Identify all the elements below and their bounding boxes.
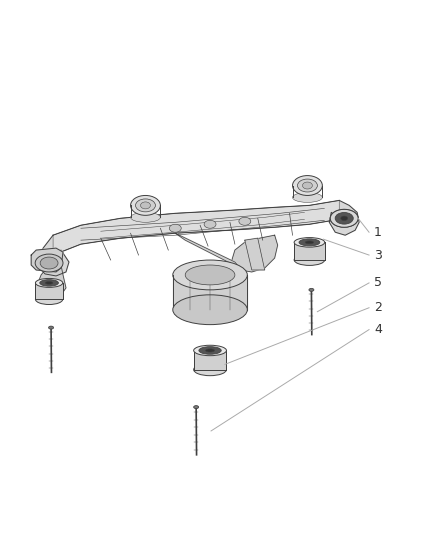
FancyBboxPatch shape — [194, 351, 226, 369]
FancyBboxPatch shape — [294, 243, 325, 260]
Polygon shape — [37, 255, 66, 300]
Polygon shape — [39, 235, 69, 276]
Ellipse shape — [35, 254, 63, 272]
Ellipse shape — [205, 349, 215, 352]
Ellipse shape — [194, 406, 198, 409]
Ellipse shape — [293, 175, 322, 196]
Ellipse shape — [309, 288, 314, 292]
FancyBboxPatch shape — [35, 283, 63, 300]
Ellipse shape — [40, 257, 58, 269]
Ellipse shape — [35, 294, 63, 304]
Text: 3: 3 — [374, 248, 382, 262]
Text: 5: 5 — [374, 277, 382, 289]
Ellipse shape — [49, 326, 53, 329]
Ellipse shape — [303, 182, 312, 189]
Ellipse shape — [299, 239, 320, 246]
Ellipse shape — [239, 217, 251, 225]
Ellipse shape — [185, 265, 235, 285]
Text: 2: 2 — [374, 301, 382, 314]
Ellipse shape — [173, 295, 247, 325]
Ellipse shape — [297, 179, 318, 192]
Polygon shape — [232, 235, 278, 272]
Ellipse shape — [330, 209, 358, 227]
Polygon shape — [31, 248, 63, 272]
Ellipse shape — [141, 202, 150, 209]
Ellipse shape — [46, 281, 53, 284]
Ellipse shape — [335, 212, 353, 224]
Ellipse shape — [294, 254, 325, 265]
Ellipse shape — [204, 220, 216, 228]
Ellipse shape — [194, 364, 226, 376]
Polygon shape — [53, 200, 339, 255]
Ellipse shape — [131, 212, 160, 222]
Polygon shape — [173, 275, 247, 310]
Ellipse shape — [173, 260, 247, 290]
Polygon shape — [329, 200, 359, 235]
Ellipse shape — [330, 209, 358, 227]
Ellipse shape — [305, 241, 314, 244]
Ellipse shape — [131, 196, 160, 215]
Ellipse shape — [199, 346, 221, 354]
Ellipse shape — [194, 345, 226, 356]
Ellipse shape — [170, 224, 181, 232]
Ellipse shape — [341, 216, 348, 221]
Ellipse shape — [35, 278, 63, 287]
Polygon shape — [175, 233, 240, 268]
Text: 4: 4 — [374, 323, 382, 336]
Ellipse shape — [294, 238, 325, 247]
Text: 1: 1 — [374, 225, 382, 239]
Ellipse shape — [135, 199, 155, 212]
Ellipse shape — [335, 213, 353, 224]
Ellipse shape — [40, 280, 58, 286]
Ellipse shape — [293, 192, 322, 203]
Polygon shape — [245, 238, 265, 270]
